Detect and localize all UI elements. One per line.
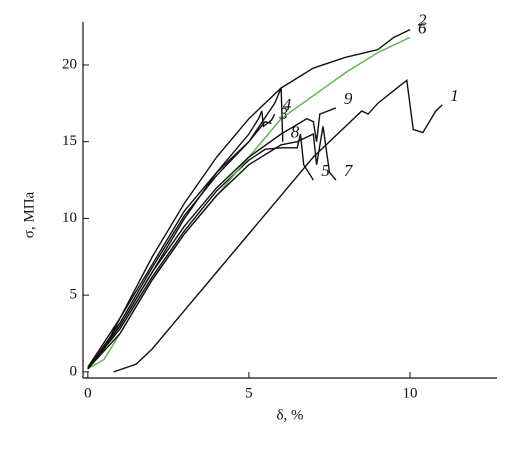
curve-label: 8 [291,123,300,142]
curve-label: 6 [418,18,427,37]
x-tick-label: 0 [84,385,92,401]
curve [87,29,411,368]
curve [87,133,314,370]
curve [87,126,337,370]
x-axis-label: δ, % [276,407,303,423]
x-tick-label: 10 [403,385,418,401]
curve-label: 5 [321,161,330,180]
curve-label: 2 [418,11,427,30]
curve-label: 4 [283,95,292,114]
y-tick-label: 10 [62,210,77,226]
curve-label: 3 [278,104,288,123]
y-axis-label: σ, МПа [21,191,37,238]
curve-label: 1 [450,86,459,105]
curve [87,87,284,370]
y-tick-label: 20 [62,56,77,72]
x-tick-label: 5 [245,385,253,401]
curve-label: 9 [344,89,353,108]
curve [87,120,272,368]
y-tick-label: 15 [62,133,77,149]
curve-label: 7 [344,161,354,180]
y-tick-label: 5 [70,287,78,303]
y-tick-label: 0 [70,363,78,379]
curve [87,107,337,370]
curve [87,110,276,370]
curve [87,36,411,370]
curve [113,78,443,373]
